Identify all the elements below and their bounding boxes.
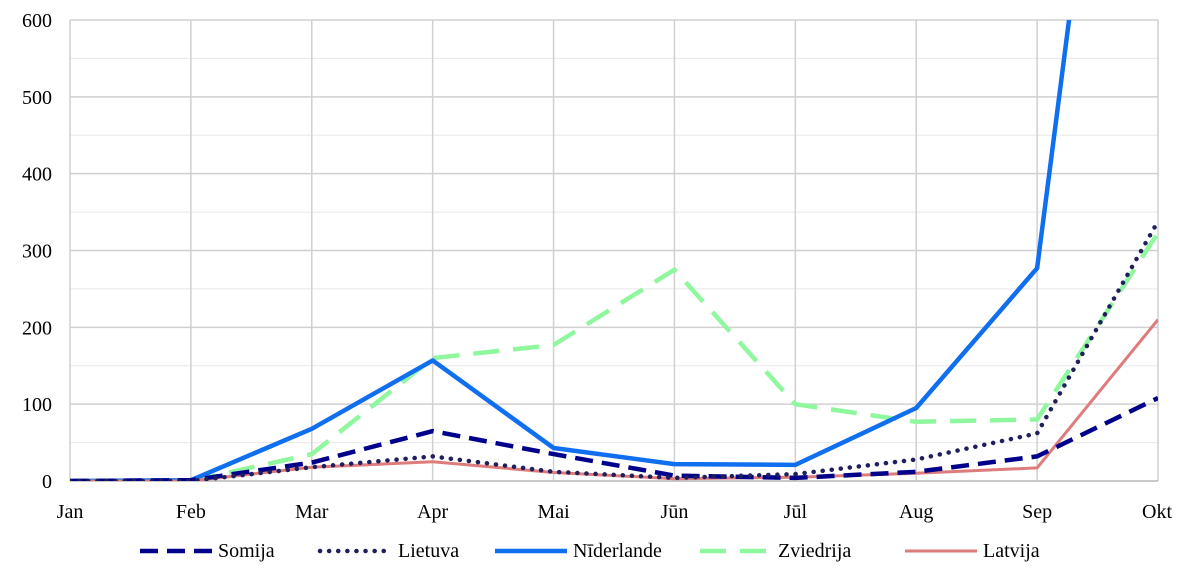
legend: Somija Lietuva Nīderlande Zviedrija Latvija [140,540,1040,562]
x-tick-label: Mar [295,501,329,523]
series-line-somija [70,395,1158,481]
legend-item-nīderlande: Nīderlande [495,540,662,562]
series-line-zviedrija [70,231,1158,481]
x-tick-label: Jan [57,501,84,523]
legend-item-somija: Somija [140,540,275,562]
y-tick-label: 100 [22,394,52,416]
legend-label: Nīderlande [573,540,662,562]
y-tick-label: 500 [22,87,52,109]
x-tick-label: Mai [537,501,570,523]
x-tick-label: Jūl [784,501,808,523]
legend-item-latvija: Latvija [905,540,1040,562]
grid [69,19,1159,482]
y-tick-label: 0 [42,471,52,493]
x-tick-label: Apr [417,501,448,523]
legend-label: Zviedrija [778,540,851,562]
y-tick-label: 200 [22,317,52,339]
x-axis-ticks: Jan Feb Mar Apr Mai Jūn Jūl Aug Sep Okt [57,501,1173,523]
y-axis-ticks: 0 100 200 300 400 500 600 [22,10,52,493]
legend-label: Somija [218,540,275,562]
series-line-nīderlande [70,20,1072,481]
x-tick-label: Aug [899,501,933,523]
y-tick-label: 600 [22,10,52,32]
legend-label: Latvija [983,540,1040,562]
legend-label: Lietuva [398,540,459,562]
x-tick-label: Feb [176,501,206,523]
legend-item-lietuva: Lietuva [317,540,459,562]
series-line-lietuva [70,219,1158,481]
x-tick-label: Okt [1142,501,1172,523]
legend-item-zviedrija: Zviedrija [700,540,851,562]
series-lines [70,20,1158,481]
y-tick-label: 300 [22,241,52,263]
x-tick-label: Jūn [661,501,689,523]
y-tick-label: 400 [22,164,52,186]
x-tick-label: Sep [1022,501,1052,523]
